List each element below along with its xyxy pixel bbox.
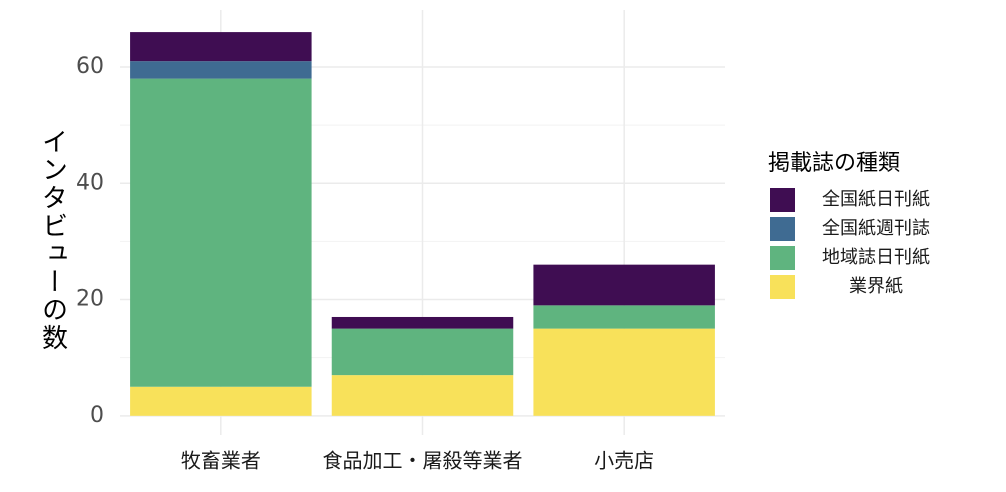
legend-label: 地域誌日刊紙 <box>822 247 930 268</box>
y-tick-label: 40 <box>76 170 104 195</box>
legend-label: 全国紙週刊誌 <box>822 218 930 239</box>
legend-title: 掲載誌の種類 <box>768 151 900 176</box>
bar-segment <box>130 78 312 387</box>
legend-swatch <box>770 188 795 212</box>
bar-segment <box>331 328 514 376</box>
x-tick-label: 小売店 <box>594 449 654 473</box>
y-tick-label: 0 <box>90 403 104 428</box>
legend-swatch <box>770 246 795 270</box>
bar-segment <box>533 264 715 306</box>
bar-segment <box>331 316 514 329</box>
y-tick-label: 20 <box>76 287 104 312</box>
x-tick-label: 牧畜業者 <box>181 449 261 473</box>
legend-swatch <box>770 275 795 299</box>
bar-segment <box>130 61 312 79</box>
legend-label: 業界紙 <box>849 276 903 297</box>
bar-segment <box>533 305 715 329</box>
legend-label: 全国紙日刊紙 <box>822 189 930 210</box>
bar-segment <box>130 386 312 416</box>
x-tick-label: 食品加工・屠殺等業者 <box>323 449 523 473</box>
bar-segment <box>331 375 514 416</box>
bar-segment <box>130 32 312 62</box>
y-axis-title: インタビューの数 <box>38 128 68 352</box>
y-tick-label: 60 <box>76 54 104 79</box>
bar-segment <box>533 328 715 416</box>
legend-swatch <box>770 217 795 241</box>
